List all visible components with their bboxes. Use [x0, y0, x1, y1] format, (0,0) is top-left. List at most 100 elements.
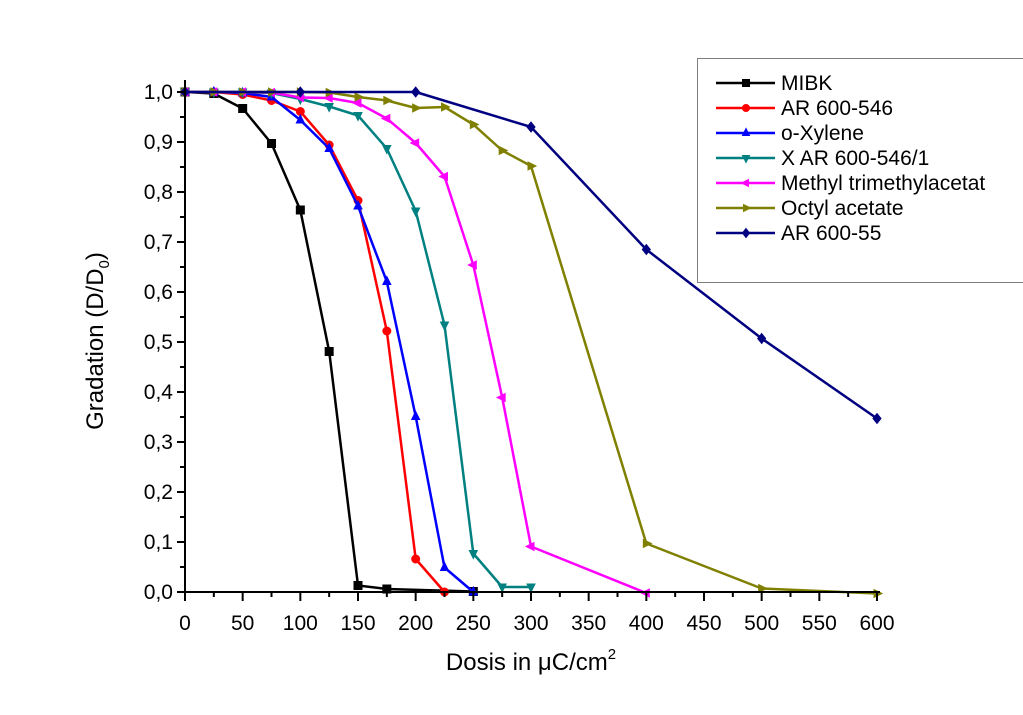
y-tick-label: 0,4 — [144, 381, 174, 404]
data-point — [496, 392, 506, 403]
data-point — [438, 171, 448, 182]
y-tick-label: 0,6 — [144, 281, 173, 304]
x-tick-label: 350 — [571, 612, 606, 635]
legend-swatch-marker — [741, 227, 751, 239]
data-point — [439, 321, 450, 332]
legend-swatch-marker — [742, 104, 750, 112]
legend-item: X AR 600-546/1 — [716, 147, 929, 170]
data-point — [758, 583, 768, 594]
series-methyl-trimethylacetat — [178, 87, 650, 598]
data-point — [324, 347, 334, 356]
data-point — [527, 161, 538, 171]
x-tick-label: 200 — [398, 612, 433, 635]
legend-label: Octyl acetate — [781, 197, 904, 220]
legend-swatch-marker — [742, 79, 750, 87]
legend-label: o-Xylene — [781, 122, 864, 145]
data-point — [439, 561, 450, 571]
legend-item: AR 600-546 — [716, 97, 893, 120]
y-tick-label: 0,2 — [144, 481, 173, 504]
data-point — [469, 119, 480, 130]
series-ar-600-546 — [180, 87, 449, 597]
legend-label: AR 600-55 — [781, 222, 881, 245]
data-point — [353, 199, 363, 210]
legend-swatch-marker — [741, 127, 751, 136]
legend-swatch-marker — [741, 155, 751, 164]
y-axis-title: Gradation (D/D0) — [82, 252, 113, 430]
data-point — [872, 412, 882, 425]
x-tick-label: 550 — [802, 612, 837, 635]
series-ar-600-55 — [180, 86, 882, 425]
legend-item: Methyl trimethylacetat — [716, 172, 985, 195]
y-tick-label: 0,0 — [144, 581, 173, 604]
data-point — [498, 145, 509, 156]
data-point — [354, 92, 365, 102]
data-point — [295, 205, 305, 215]
y-tick-label: 0,1 — [144, 531, 173, 554]
x-tick-label: 400 — [629, 612, 664, 635]
data-point — [411, 554, 421, 564]
series-line — [184, 90, 474, 593]
data-point — [383, 95, 393, 106]
x-axis-title: Dosis in μC/cm2 — [446, 646, 616, 676]
data-point — [757, 332, 767, 345]
x-tick-label: 0 — [179, 612, 191, 635]
plot-area — [178, 85, 884, 599]
legend-label: Methyl trimethylacetat — [781, 172, 985, 195]
data-point — [410, 410, 421, 420]
data-point — [526, 121, 536, 133]
legend-item: MIBK — [716, 72, 832, 95]
y-axis-title-subscript: 0 — [96, 260, 113, 268]
data-point — [351, 98, 362, 108]
data-point — [324, 142, 334, 152]
data-point — [441, 102, 451, 112]
data-point — [353, 581, 363, 590]
data-point — [410, 207, 421, 218]
x-axis-title-main: Dosis in μC/cm — [446, 649, 608, 676]
data-point — [382, 326, 392, 336]
data-point — [412, 103, 422, 113]
x-axis-title-superscript: 2 — [608, 646, 616, 663]
data-point — [382, 275, 392, 285]
data-point — [267, 139, 276, 148]
legend-item: Octyl acetate — [716, 197, 904, 220]
x-tick-label: 600 — [859, 612, 894, 635]
axes: 0,0 0,1 0,2 0,3 0,4 0,5 0,6 0,7 0,8 0,9 1,0 0 50 100… — [144, 80, 895, 635]
legend-label: X AR 600-546/1 — [781, 147, 929, 170]
x-tick-label: 300 — [513, 612, 548, 635]
data-point — [526, 583, 536, 594]
x-tick-label: 450 — [686, 612, 721, 635]
legend-label: MIBK — [781, 72, 832, 95]
series-line — [185, 90, 647, 595]
legend-swatch-marker — [740, 178, 749, 188]
y-axis-title-suffix: ) — [82, 252, 109, 260]
y-tick-label: 0,8 — [144, 181, 173, 204]
data-point — [324, 103, 334, 113]
data-point — [238, 104, 248, 113]
data-point — [524, 541, 535, 552]
legend-label: AR 600-546 — [781, 97, 893, 120]
legend-swatch-marker — [743, 203, 752, 213]
x-tick-label: 250 — [456, 612, 491, 635]
x-tick-label: 50 — [231, 612, 254, 635]
y-tick-label: 0,3 — [144, 431, 173, 454]
data-point — [409, 138, 420, 148]
x-tick-label: 500 — [744, 612, 779, 635]
data-point — [353, 112, 363, 122]
series-x-ar-600-546-1 — [180, 88, 536, 594]
series-line — [185, 90, 446, 593]
legend-item: o-Xylene — [716, 122, 864, 145]
data-point — [295, 113, 306, 124]
legend-box — [697, 58, 1023, 283]
data-point — [468, 550, 479, 560]
data-point — [641, 243, 651, 256]
y-tick-label: 1,0 — [144, 81, 173, 104]
y-tick-label: 0,7 — [144, 231, 173, 254]
data-point — [380, 113, 391, 124]
y-tick-label: 0,5 — [144, 331, 173, 354]
data-point — [467, 260, 477, 270]
x-tick-label: 100 — [283, 612, 318, 635]
y-ticks: 0,0 0,1 0,2 0,3 0,4 0,5 0,6 0,7 0,8 0,9 1,0 — [144, 81, 185, 604]
series-line — [185, 90, 531, 589]
